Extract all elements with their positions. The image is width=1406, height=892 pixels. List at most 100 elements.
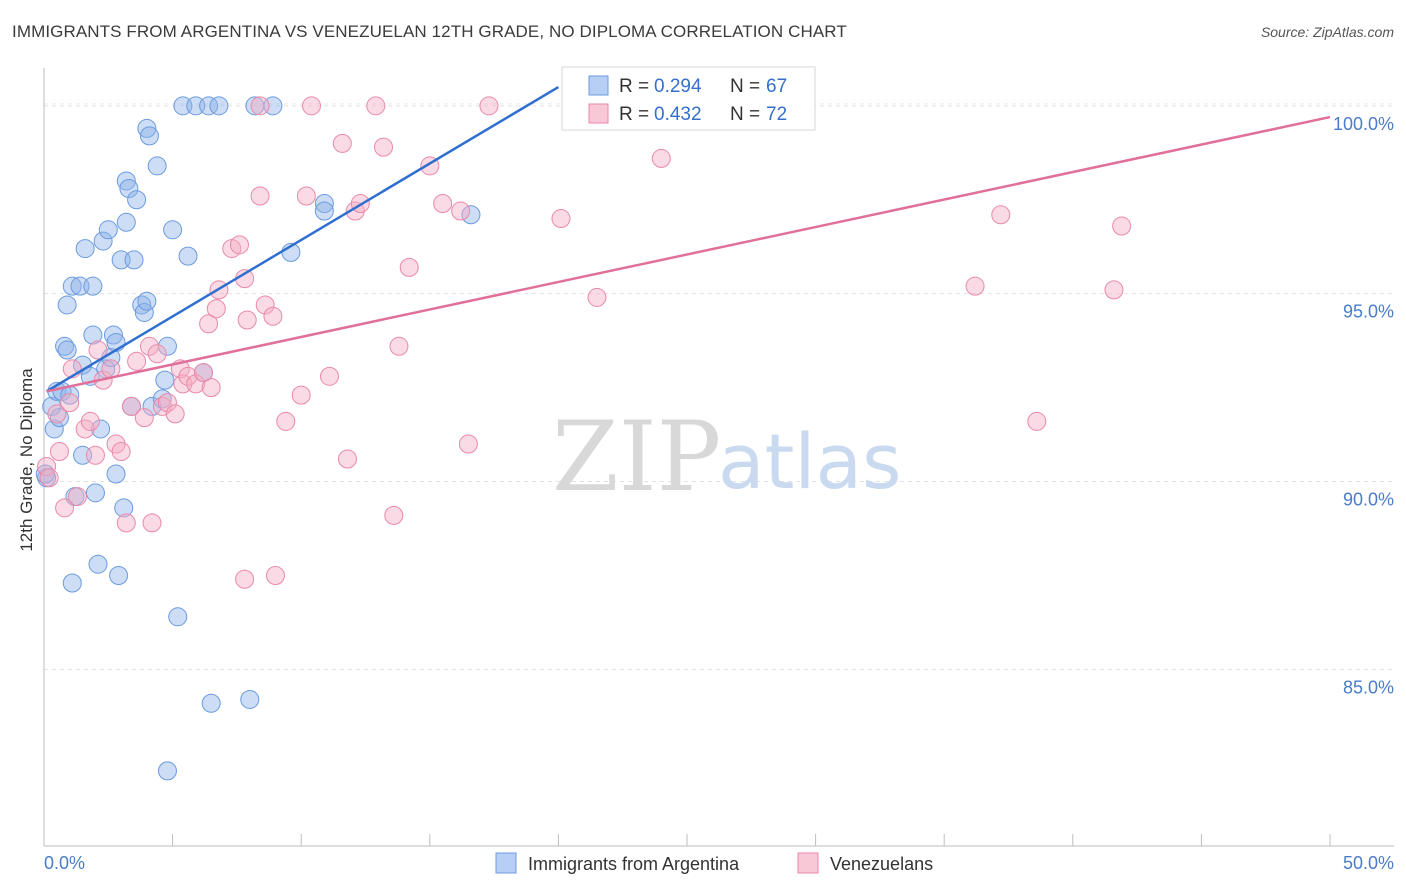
venezuelans-point-21 (147, 344, 167, 364)
venezuelans-point-63 (651, 148, 671, 168)
argentina-point-37 (124, 250, 144, 270)
argentina-point-22 (91, 419, 111, 439)
argentina-trend-line (45, 85, 560, 393)
venezuelans-point-51 (366, 96, 386, 116)
venezuelans-point-61 (551, 209, 571, 229)
legend-swatch-argentina (588, 75, 609, 96)
venezuelans-point-15 (116, 513, 136, 533)
argentina-point-49 (163, 220, 183, 240)
argentina-point-19 (83, 325, 103, 345)
argentina-point-55 (199, 96, 219, 116)
argentina-point-62 (314, 194, 334, 214)
venezuelans-point-18 (134, 408, 154, 428)
argentina-point-39 (132, 295, 152, 315)
venezuelans-point-40 (255, 295, 275, 315)
chart-title: IMMIGRANTS FROM ARGENTINA VS VENEZUELAN … (12, 22, 847, 41)
venezuelans-point-28 (186, 374, 206, 394)
legend-n-value-venezuelans: 72 (766, 104, 787, 125)
argentina-point-43 (139, 126, 159, 146)
venezuelans-point-17 (127, 351, 147, 371)
venezuelans-point-31 (201, 378, 221, 398)
argentina-point-35 (119, 178, 139, 198)
venezuelans-point-2 (49, 441, 69, 461)
legend-n-value-argentina: 67 (766, 76, 787, 97)
venezuelans-point-30 (199, 314, 219, 334)
venezuelans-point-69 (301, 96, 321, 116)
venezuelans-point-0 (37, 457, 57, 477)
argentina-point-6 (55, 336, 75, 356)
argentina-point-30 (109, 565, 129, 585)
argentina-point-7 (57, 295, 77, 315)
venezuelans-point-42 (265, 565, 285, 585)
argentina-point-20 (85, 483, 105, 503)
venezuelans-point-67 (1104, 280, 1124, 300)
venezuelans-point-64 (965, 276, 985, 296)
argentina-point-18 (83, 276, 103, 296)
argentina-point-34 (116, 212, 136, 232)
venezuelans-point-32 (206, 299, 226, 319)
venezuelans-point-1 (47, 404, 67, 424)
venezuelans-point-41 (263, 306, 283, 326)
watermark: ZIP atlas (552, 401, 902, 513)
venezuelans-trend-line (46, 115, 1331, 393)
argentina-point-11 (62, 276, 82, 296)
venezuelans-point-52 (374, 137, 394, 157)
venezuelans-point-66 (1027, 411, 1047, 431)
venezuelans-point-57 (433, 194, 453, 214)
argentina-point-42 (137, 118, 157, 138)
y-tick-label-0: 100.0% (1333, 114, 1394, 134)
argentina-point-8 (57, 340, 77, 360)
trend-lines (45, 85, 1331, 393)
legend-n-label-argentina: N = (730, 76, 760, 97)
argentina-point-23 (93, 231, 113, 251)
source-label: Source: ZipAtlas.com (1260, 24, 1394, 40)
venezuelans-point-47 (332, 133, 352, 153)
venezuelans-point-70 (250, 96, 270, 116)
x-tick-label-right: 50.0% (1343, 853, 1394, 873)
venezuelans-point-23 (157, 393, 177, 413)
venezuelans-point-8 (80, 411, 100, 431)
watermark-atlas: atlas (718, 417, 902, 506)
argentina-point-45 (147, 156, 167, 176)
argentina-point-38 (127, 190, 147, 210)
bottom-legend-label-argentina: Immigrants from Argentina (528, 854, 740, 874)
series-legend: Immigrants from Argentina Venezuelans (495, 852, 933, 874)
venezuelans-point-37 (235, 569, 255, 589)
venezuelans-point-60 (479, 96, 499, 116)
argentina-point-32 (114, 498, 134, 518)
venezuelans-point-48 (337, 449, 357, 469)
argentina-point-16 (75, 239, 95, 259)
argentina-point-4 (49, 408, 69, 428)
bottom-legend-swatch-venezuelans (797, 852, 819, 874)
venezuelans-point-55 (399, 257, 419, 277)
venezuelans-point-20 (142, 513, 162, 533)
argentina-point-66 (35, 464, 55, 484)
argentina-point-10 (62, 573, 82, 593)
venezuelans-point-65 (991, 205, 1011, 225)
venezuelans-point-6 (67, 487, 87, 507)
argentina-point-57 (209, 96, 229, 116)
venezuelans-point-58 (451, 201, 471, 221)
argentina-point-33 (116, 171, 136, 191)
series-venezuelans-points (37, 96, 1132, 589)
y-tick-label-1: 95.0% (1343, 302, 1394, 322)
venezuelans-point-68 (1112, 216, 1132, 236)
argentina-point-56 (201, 693, 221, 713)
axes (43, 68, 1394, 847)
venezuelans-point-54 (389, 336, 409, 356)
bottom-legend-label-venezuelans: Venezuelans (830, 854, 933, 874)
venezuelans-point-14 (111, 441, 131, 461)
y-tick-label-2: 90.0% (1343, 490, 1394, 510)
legend-r-label-venezuelans: R = (619, 104, 649, 125)
venezuelans-point-45 (296, 186, 316, 206)
legend-swatch-venezuelans (588, 103, 609, 124)
argentina-point-58 (240, 689, 260, 709)
legend-n-label-venezuelans: N = (730, 104, 760, 125)
argentina-point-25 (98, 220, 118, 240)
argentina-point-21 (88, 554, 108, 574)
legend-r-value-argentina: 0.294 (654, 76, 702, 97)
argentina-point-27 (103, 325, 123, 345)
stats-legend: R = 0.294 N = 67 R = 0.432 N = 72 (561, 66, 816, 131)
y-axis-label: 12th Grade, No Diploma (17, 368, 36, 552)
x-tick-label-left: 0.0% (44, 853, 85, 873)
